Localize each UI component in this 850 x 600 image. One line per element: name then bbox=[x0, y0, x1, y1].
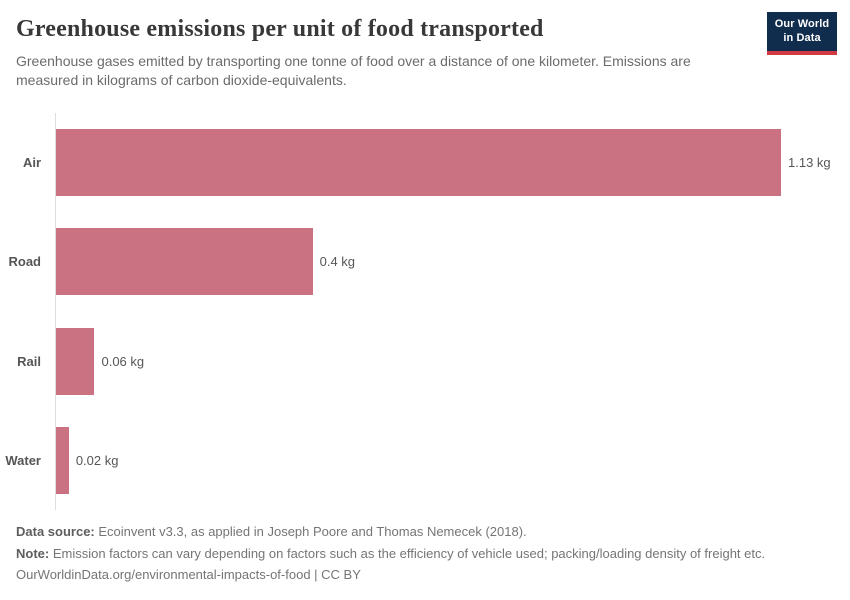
bar-track: 0.02 kg bbox=[56, 426, 850, 494]
bar-track: 1.13 kg bbox=[56, 129, 850, 197]
chart-subtitle: Greenhouse gases emitted by transporting… bbox=[16, 53, 691, 89]
bar-road[interactable] bbox=[56, 228, 313, 296]
bar-air[interactable] bbox=[56, 129, 781, 197]
bar-track: 0.4 kg bbox=[56, 228, 850, 296]
owid-logo-line2: in Data bbox=[783, 31, 821, 44]
category-label-air: Air bbox=[22, 155, 41, 171]
data-source-line: Data source: Ecoinvent v3.3, as applied … bbox=[16, 521, 834, 543]
value-label-rail: 0.06 kg bbox=[101, 353, 145, 369]
bar-row-water: Water 0.02 kg bbox=[0, 411, 850, 510]
category-label-water: Water bbox=[5, 452, 41, 468]
data-source-label: Data source: bbox=[16, 524, 95, 539]
license-line[interactable]: OurWorldinData.org/environmental-impacts… bbox=[16, 567, 361, 582]
page-title: Greenhouse emissions per unit of food tr… bbox=[16, 16, 544, 42]
bar-row-rail: Rail 0.06 kg bbox=[0, 312, 850, 411]
bar-row-road: Road 0.4 kg bbox=[0, 212, 850, 311]
chart-footer: Data source: Ecoinvent v3.3, as applied … bbox=[16, 521, 834, 586]
chart-header: Greenhouse emissions per unit of food tr… bbox=[16, 12, 837, 91]
value-label-air: 1.13 kg bbox=[788, 155, 831, 171]
bar-rows: Air 1.13 kg Road 0.4 kg Rail 0.06 kg Wat… bbox=[0, 113, 850, 510]
owid-logo-line1: Our World bbox=[774, 18, 830, 30]
value-label-road: 0.4 kg bbox=[319, 254, 356, 270]
bar-track: 0.06 kg bbox=[56, 327, 850, 395]
bar-water[interactable] bbox=[56, 426, 69, 494]
bar-chart: Air 1.13 kg Road 0.4 kg Rail 0.06 kg Wat… bbox=[0, 113, 850, 510]
bar-row-air: Air 1.13 kg bbox=[0, 113, 850, 212]
data-source-text: Ecoinvent v3.3, as applied in Joseph Poo… bbox=[94, 524, 527, 539]
note-label: Note: bbox=[16, 545, 50, 561]
note-line: Note: Emission factors can vary dependin… bbox=[16, 543, 834, 565]
category-label-road: Road bbox=[8, 254, 42, 270]
y-axis-line bbox=[55, 113, 56, 510]
category-label-rail: Rail bbox=[17, 353, 41, 369]
note-text: Emission factors can vary depending on f… bbox=[49, 545, 766, 561]
bar-rail[interactable] bbox=[56, 327, 95, 395]
value-label-water: 0.02 kg bbox=[75, 452, 119, 468]
owid-logo: Our World in Data bbox=[767, 12, 837, 55]
